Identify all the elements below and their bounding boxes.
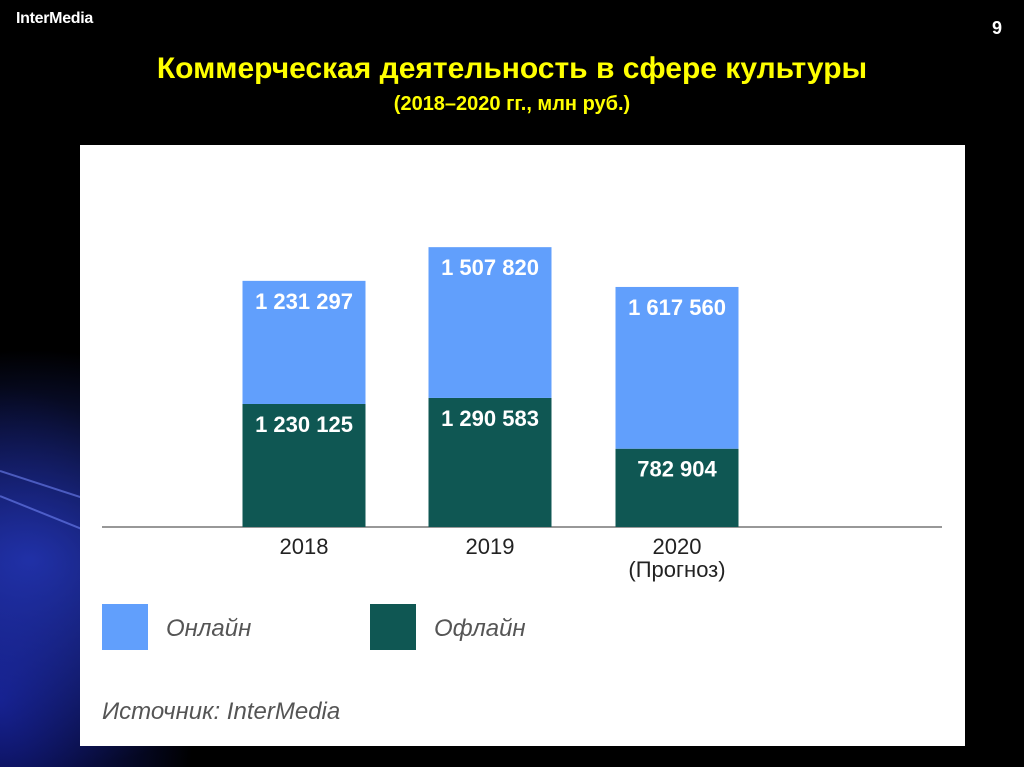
legend-label-online: Онлайн [166,615,252,642]
bar-online-2020 [615,286,739,449]
data-label-offline-2020: 782 904 [637,457,717,482]
x-tick-note-2020: (Прогноз) [628,557,725,582]
data-label-online-2020: 1 617 560 [628,295,726,320]
x-tick-label-2020: 2020 [653,534,702,559]
bar-online-2018 [242,280,366,404]
x-tick-label-2018: 2018 [280,534,329,559]
bar-offline-2019 [428,397,552,527]
bar-online-2019 [428,247,552,398]
stacked-bar-chart: 1 230 125 1 231 297 2018 1 290 583 1 507 820… [102,247,942,582]
data-label-offline-2018: 1 230 125 [255,412,353,437]
page-subtitle: (2018–2020 гг., млн руб.) [393,93,631,115]
brand-logo: InterMedia [16,10,94,27]
legend-swatch-online [102,604,148,650]
data-label-online-2018: 1 231 297 [255,289,353,314]
legend-label-offline: Офлайн [434,615,526,642]
bar-offline-2018 [242,403,366,527]
x-tick-label-2019: 2019 [466,534,515,559]
data-label-online-2019: 1 507 820 [441,255,539,280]
chart-panel: 1 230 125 1 231 297 2018 1 290 583 1 507 820… [80,145,965,746]
page-number: 9 [991,18,1002,38]
page-title: Коммерческая деятельность в сфере культу… [156,52,868,85]
source-note: Источник: InterMedia [102,698,341,725]
bar-offline-2020 [615,448,739,527]
legend-swatch-offline [370,604,416,650]
data-label-offline-2019: 1 290 583 [441,406,539,431]
